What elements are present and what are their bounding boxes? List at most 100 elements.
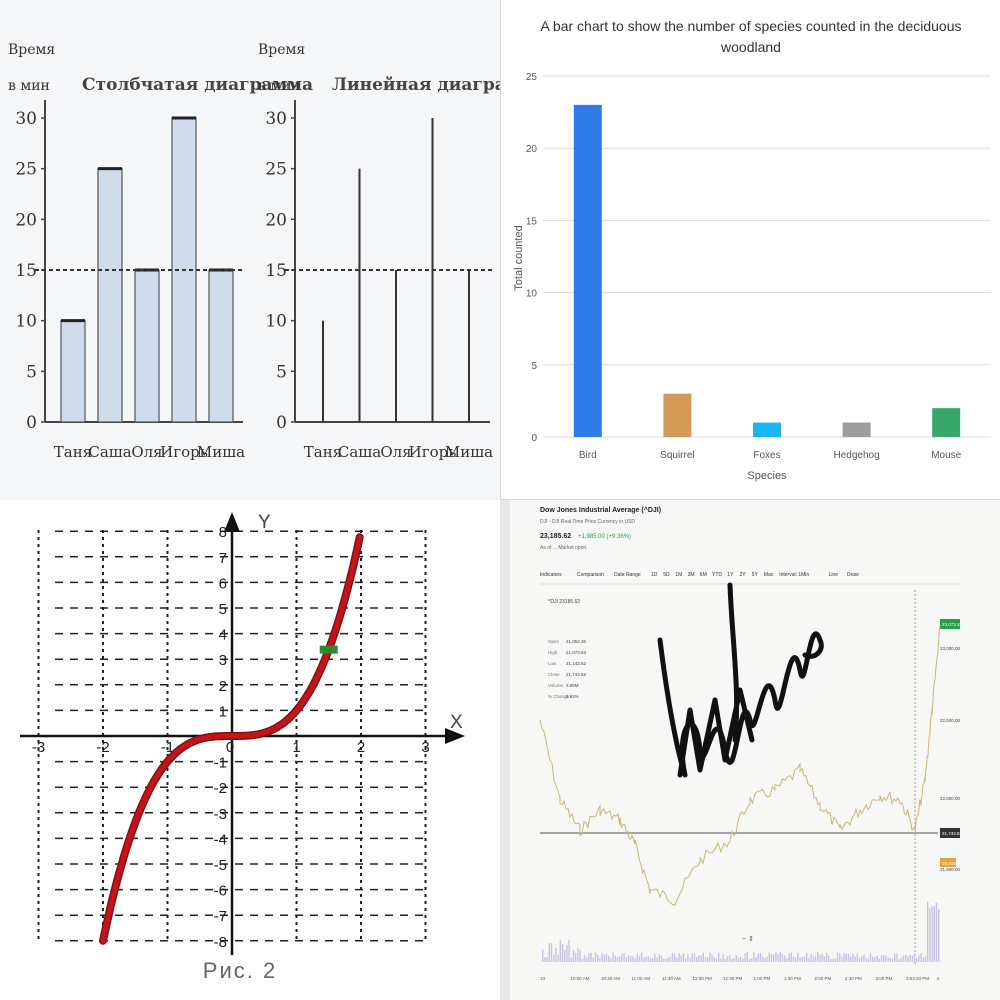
stat-value: 21,743.52 (566, 672, 587, 677)
y-tick-label: 4 (219, 627, 227, 644)
green-marker (319, 645, 338, 654)
volume-bar (894, 953, 896, 962)
volume-bar (632, 955, 634, 962)
volume-bar (603, 954, 605, 962)
bar-Миша (208, 269, 234, 423)
volume-bar (548, 942, 550, 962)
volume-bar (883, 955, 885, 962)
volume-bar (691, 953, 693, 962)
x-tick-label: Squirrel (660, 450, 694, 461)
volume-bar (911, 955, 913, 962)
x-tick-label: -3 (32, 739, 45, 756)
volume-bar (568, 940, 570, 962)
volume-bar (726, 956, 729, 962)
volume-bar (656, 957, 658, 962)
toolbar-item: 1D (651, 572, 658, 578)
volume-bar (674, 953, 676, 962)
y-tick-label: 15 (265, 261, 287, 281)
y-tick-label: 30 (265, 109, 287, 129)
volume-bar (557, 954, 559, 962)
volume-bar (924, 955, 927, 962)
volume-bar (724, 958, 726, 962)
y-tick-label: 30 (15, 109, 37, 129)
y-tick-label: 25 (526, 72, 538, 83)
y-tick-label: -4 (214, 831, 227, 848)
volume-bar (744, 953, 746, 962)
volume-bar (858, 957, 861, 962)
volume-bar (850, 956, 852, 962)
volume-bar (542, 949, 544, 962)
y-axis-label-line1: Время (8, 42, 55, 58)
toolbar-item: 1Y (727, 572, 734, 578)
volume-bar (616, 956, 619, 962)
y-axis-label: Y (258, 512, 271, 533)
volume-bar (623, 953, 625, 962)
volume-bar (645, 956, 647, 962)
cubic-curve (100, 534, 363, 944)
stock-title: Dow Jones Industrial Average (^DJI) (540, 506, 661, 514)
volume-bar (715, 958, 718, 962)
volume-bar (874, 957, 876, 962)
volume-bar (693, 953, 696, 962)
bar-mouse (932, 408, 961, 437)
volume-bar (742, 958, 744, 962)
bar-foxes (753, 422, 781, 437)
x-tick-label: 0 (226, 739, 234, 756)
bar-Оля (134, 269, 160, 423)
stat-value: 21,054.36 (566, 639, 587, 644)
stat-key: Volume (548, 683, 564, 688)
toolbar-item: 5Y (752, 572, 759, 578)
volume-bar (614, 955, 616, 962)
ref-badge-bg (940, 828, 960, 838)
time-axis-label: 1:30 PM (784, 976, 801, 981)
volume-bar (663, 958, 665, 962)
volume-bar (852, 953, 854, 962)
volume-bar (612, 952, 614, 962)
time-axis-label: 1:00 PM (754, 976, 771, 981)
x-tick-label: 3 (421, 739, 429, 756)
volume-bar (599, 957, 601, 962)
volume-bar (704, 956, 707, 962)
price-axis-label: 23,000.00 (940, 646, 961, 651)
time-axis-label: 2:00 PM (815, 976, 832, 981)
x-tick-label: Саша (338, 443, 381, 461)
volume-bar (555, 947, 557, 962)
y-tick-label: 1 (219, 703, 227, 720)
volume-bar (935, 902, 938, 962)
x-tick-label: Игорь (160, 443, 208, 461)
volume-bar (922, 957, 924, 962)
volume-bar (577, 948, 579, 962)
volume-bar (907, 956, 909, 962)
volume-bar (821, 953, 823, 962)
volume-bar (880, 955, 883, 962)
y-tick-label: 15 (526, 216, 538, 227)
time-axis-label: 11:30 AM (662, 976, 681, 981)
y-tick-label: 20 (265, 210, 287, 230)
volume-bar (621, 954, 623, 962)
y-tick-label: 15 (15, 261, 37, 281)
volume-bar (861, 956, 863, 962)
volume-bar (559, 940, 561, 962)
volume-bar (854, 956, 856, 962)
volume-bar (817, 952, 819, 962)
volume-bar (812, 956, 814, 962)
x-tick-label: Bird (579, 450, 597, 461)
volume-bar (676, 957, 678, 962)
left-margin (500, 500, 510, 1000)
volume-bar (729, 955, 731, 962)
volume-bar (764, 958, 766, 962)
volume-bar (682, 953, 685, 962)
volume-bar (867, 958, 869, 962)
volume-bar (627, 954, 630, 962)
y-tick-label: 6 (219, 575, 227, 592)
volume-bar (777, 954, 779, 962)
volume-bar (757, 953, 759, 962)
volume-bar (806, 952, 808, 962)
stock-as-of: As of ... Market open. (540, 545, 588, 551)
y-tick-label: 2 (219, 678, 227, 695)
y-tick-label: 25 (15, 160, 37, 180)
y-tick-label: -1 (214, 755, 227, 772)
volume-bar (900, 957, 902, 962)
volume-bar (781, 954, 784, 962)
stat-key: Close (548, 672, 560, 677)
